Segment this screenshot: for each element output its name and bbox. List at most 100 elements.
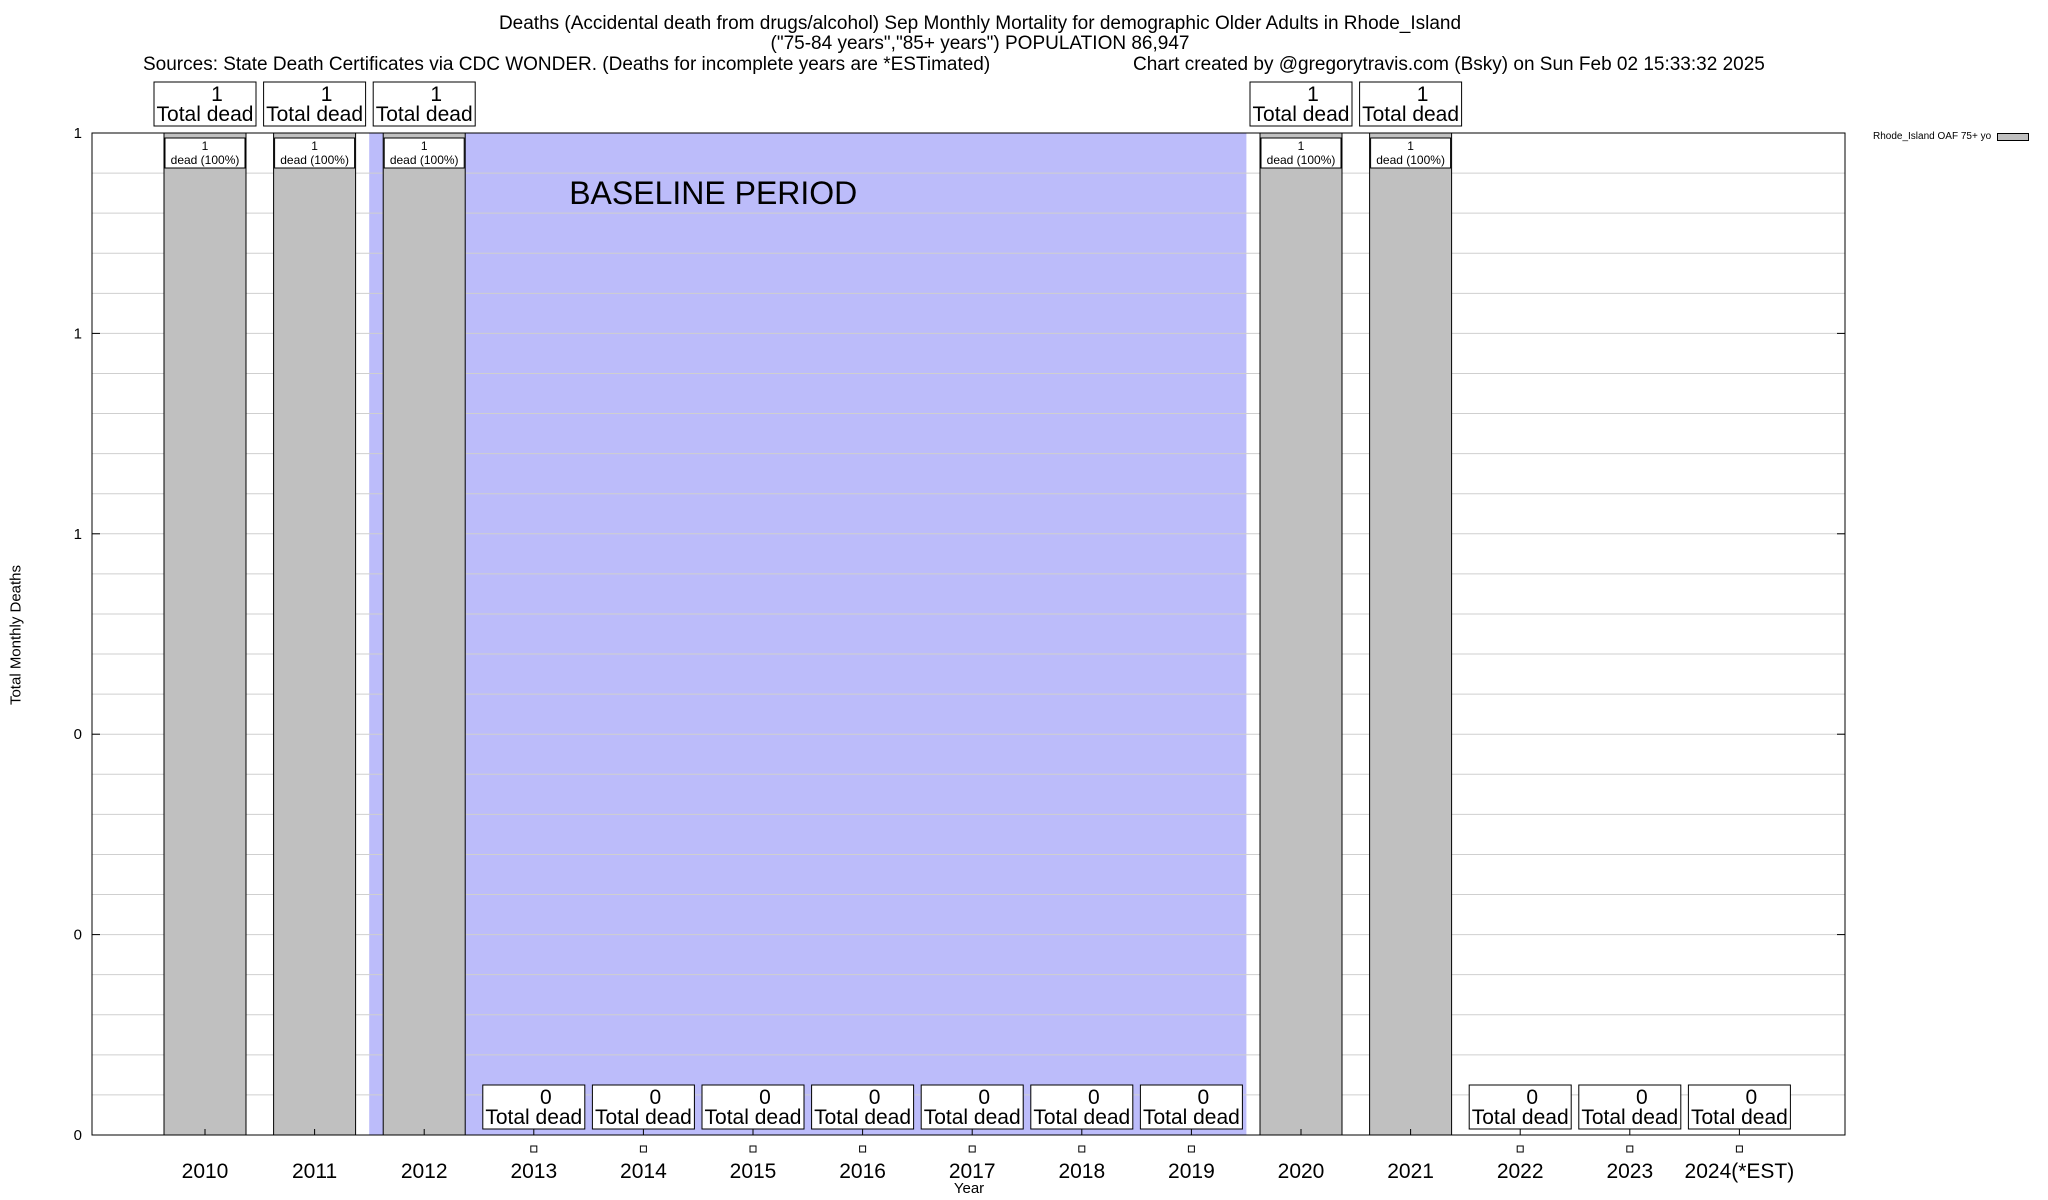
total-label-text: Total dead xyxy=(1253,103,1350,126)
bar-label-count: 1 xyxy=(202,139,209,153)
total-label-text: Total dead xyxy=(814,1106,911,1129)
y-axis-label: Total Monthly Deaths xyxy=(7,564,25,706)
total-label-box xyxy=(1687,1084,1791,1130)
total-label-value: 0 xyxy=(978,1086,990,1109)
legend-label: Rhode_Island OAF 75+ yo xyxy=(1873,131,1992,142)
total-label-text: Total dead xyxy=(157,103,254,126)
x-axis-label: Year xyxy=(953,1180,985,1197)
total-label-value: 1 xyxy=(1307,83,1319,106)
zero-bar-marker xyxy=(1078,1145,1086,1153)
total-label-value: 0 xyxy=(1198,1086,1210,1109)
bar xyxy=(273,132,357,1136)
total-label-value: 0 xyxy=(540,1086,552,1109)
bar-label-pct: dead (100%) xyxy=(1376,153,1445,167)
y-tick-label: 1 xyxy=(74,325,82,342)
total-label-box xyxy=(1359,81,1463,127)
x-tick-label: 2013 xyxy=(510,1160,557,1183)
zero-bar-marker xyxy=(1187,1145,1195,1153)
bar-label-box xyxy=(274,137,356,169)
x-tick-label: 2022 xyxy=(1497,1160,1544,1183)
bar-label-box xyxy=(1370,137,1452,169)
zero-bar-marker xyxy=(749,1145,757,1153)
total-label-box xyxy=(1468,1084,1572,1130)
total-label-value: 0 xyxy=(1526,1086,1538,1109)
total-label-text: Total dead xyxy=(705,1106,802,1129)
bar-label-pct: dead (100%) xyxy=(390,153,459,167)
total-label-value: 0 xyxy=(759,1086,771,1109)
y-tick-label: 0 xyxy=(74,726,82,743)
bar-label-pct: dead (100%) xyxy=(171,153,240,167)
total-label-box xyxy=(591,1084,695,1130)
total-label-box xyxy=(920,1084,1024,1130)
total-label-box xyxy=(153,81,257,127)
x-tick-label: 2018 xyxy=(1058,1160,1105,1183)
baseline-label: BASELINE PERIOD xyxy=(569,175,857,211)
total-label-value: 0 xyxy=(869,1086,881,1109)
zero-bar-marker xyxy=(968,1145,976,1153)
total-label-text: Total dead xyxy=(1691,1106,1788,1129)
total-label-value: 1 xyxy=(1417,83,1429,106)
total-label-box xyxy=(811,1084,915,1130)
y-tick-label: 1 xyxy=(74,125,82,142)
total-label-text: Total dead xyxy=(924,1106,1021,1129)
chart-title-line-2: ("75-84 years","85+ years") POPULATION 8… xyxy=(770,33,1190,54)
total-label-text: Total dead xyxy=(1472,1106,1569,1129)
x-tick-label: 2010 xyxy=(182,1160,229,1183)
x-tick-label: 2015 xyxy=(730,1160,777,1183)
y-tick-label: 0 xyxy=(74,1127,82,1144)
x-tick-label: 2024(*EST) xyxy=(1685,1160,1795,1183)
total-label-box xyxy=(263,81,367,127)
bar-label-count: 1 xyxy=(421,139,428,153)
x-tick-label: 2016 xyxy=(839,1160,886,1183)
zero-bar-marker xyxy=(1735,1145,1743,1153)
total-label-text: Total dead xyxy=(595,1106,692,1129)
total-label-box xyxy=(1139,1084,1243,1130)
y-tick-label: 1 xyxy=(74,526,82,543)
bar-label-count: 1 xyxy=(311,139,318,153)
baseline-region xyxy=(369,133,1247,1135)
x-tick-label: 2017 xyxy=(949,1160,996,1183)
total-label-value: 0 xyxy=(1636,1086,1648,1109)
bar xyxy=(163,132,247,1136)
bar-label-box xyxy=(1260,137,1342,169)
total-label-text: Total dead xyxy=(266,103,363,126)
total-label-box xyxy=(1249,81,1353,127)
total-label-value: 0 xyxy=(1088,1086,1100,1109)
total-label-box xyxy=(1578,1084,1682,1130)
x-tick-label: 2012 xyxy=(401,1160,448,1183)
chart-title-line-1: Deaths (Accidental death from drugs/alco… xyxy=(498,13,1462,34)
total-label-text: Total dead xyxy=(485,1106,582,1129)
zero-bar-marker xyxy=(1626,1145,1634,1153)
zero-bar-marker xyxy=(859,1145,867,1153)
bar xyxy=(1259,132,1343,1136)
x-tick-label: 2019 xyxy=(1168,1160,1215,1183)
y-tick-label: 0 xyxy=(74,927,82,944)
x-tick-label: 2014 xyxy=(620,1160,667,1183)
zero-bar-marker xyxy=(639,1145,647,1153)
bar-label-count: 1 xyxy=(1407,139,1414,153)
zero-bar-marker xyxy=(530,1145,538,1153)
total-label-box xyxy=(701,1084,805,1130)
zero-bar-marker xyxy=(1516,1145,1524,1153)
bar xyxy=(382,132,466,1136)
total-label-box xyxy=(372,81,476,127)
bar-label-box xyxy=(383,137,465,169)
bar-label-count: 1 xyxy=(1298,139,1305,153)
legend: Rhode_Island OAF 75+ yo xyxy=(1873,131,2030,142)
total-label-value: 1 xyxy=(211,83,223,106)
bar-label-box xyxy=(164,137,246,169)
chart-credit: Chart created by @gregorytravis.com (Bsk… xyxy=(1133,54,1765,75)
bar-label-pct: dead (100%) xyxy=(1267,153,1336,167)
total-label-value: 1 xyxy=(430,83,442,106)
total-label-value: 1 xyxy=(321,83,333,106)
total-label-value: 0 xyxy=(650,1086,662,1109)
total-label-value: 0 xyxy=(1746,1086,1758,1109)
plot-frame xyxy=(91,132,1846,1136)
bar xyxy=(1369,132,1453,1136)
chart-sources: Sources: State Death Certificates via CD… xyxy=(143,54,991,75)
x-tick-label: 2021 xyxy=(1387,1160,1434,1183)
total-label-text: Total dead xyxy=(1362,103,1459,126)
x-tick-label: 2011 xyxy=(292,1160,337,1183)
total-label-text: Total dead xyxy=(376,103,473,126)
